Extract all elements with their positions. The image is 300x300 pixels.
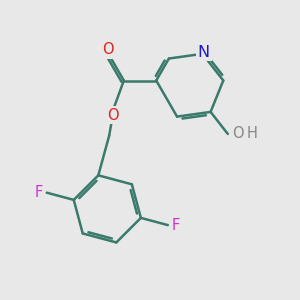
Text: O: O	[232, 126, 244, 141]
Text: H: H	[247, 126, 257, 141]
Text: N: N	[198, 45, 210, 60]
Text: O: O	[103, 42, 114, 57]
Text: F: F	[34, 185, 43, 200]
Text: O: O	[107, 107, 118, 122]
Text: F: F	[172, 218, 180, 232]
